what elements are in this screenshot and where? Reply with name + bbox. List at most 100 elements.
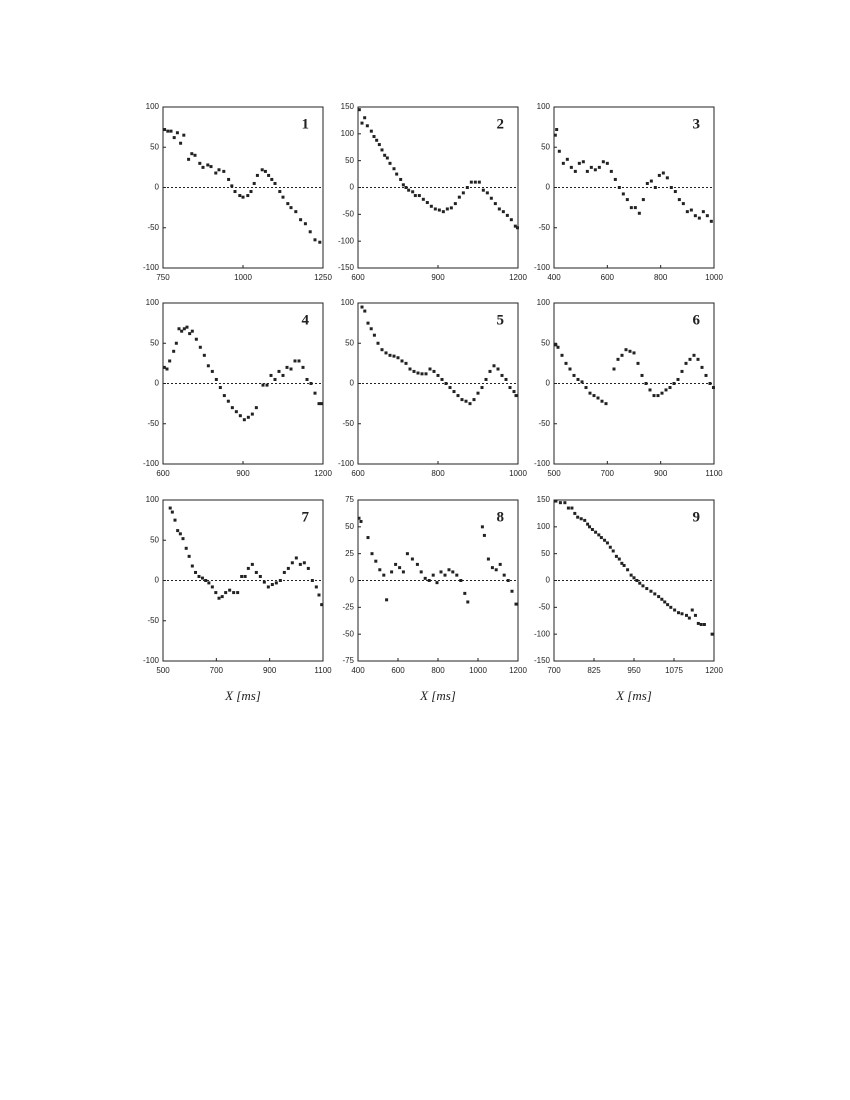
data-point — [217, 168, 221, 172]
y-tick-label: 0 — [546, 379, 551, 388]
data-point — [677, 198, 681, 202]
data-point — [653, 186, 657, 189]
x-tick-label: 1200 — [509, 666, 527, 675]
x-tick-label: 950 — [627, 666, 641, 675]
data-point — [303, 222, 307, 226]
y-tick-label: -100 — [143, 459, 160, 468]
data-point — [360, 121, 364, 125]
data-point — [635, 579, 639, 582]
data-point — [277, 369, 281, 373]
data-point — [398, 566, 402, 570]
x-tick-label: 500 — [156, 666, 170, 675]
data-point — [210, 585, 214, 589]
data-point — [657, 595, 661, 599]
y-tick-label: -150 — [338, 263, 355, 272]
data-point — [246, 566, 250, 570]
data-point — [688, 357, 692, 361]
data-point — [359, 519, 363, 523]
data-point — [644, 382, 648, 385]
data-point — [568, 367, 572, 371]
y-tick-label: 0 — [546, 183, 551, 192]
y-tick-label: -50 — [538, 602, 550, 611]
data-point — [401, 570, 405, 574]
data-point — [616, 357, 620, 361]
x-tick-label: 600 — [351, 469, 365, 478]
data-point — [180, 329, 184, 333]
data-point — [588, 525, 592, 529]
data-point — [660, 597, 664, 601]
data-point — [485, 191, 489, 195]
data-point — [576, 377, 580, 381]
data-point — [281, 373, 285, 377]
data-point — [705, 214, 709, 218]
data-point — [512, 390, 516, 394]
data-point — [396, 356, 400, 360]
data-point — [553, 133, 557, 137]
data-point — [400, 359, 404, 363]
data-point — [190, 152, 194, 156]
data-point — [481, 188, 485, 192]
data-point — [246, 415, 250, 419]
data-point — [309, 382, 313, 385]
data-point — [293, 359, 297, 363]
data-point — [505, 213, 509, 217]
data-point — [298, 562, 302, 566]
data-point — [580, 380, 584, 384]
data-point — [576, 515, 580, 519]
data-point — [554, 343, 558, 347]
y-tick-label: -25 — [342, 602, 354, 611]
data-point — [181, 537, 185, 541]
data-point — [285, 365, 289, 369]
data-point — [702, 623, 706, 627]
data-point — [305, 377, 309, 381]
data-point — [629, 573, 633, 577]
data-point — [294, 556, 298, 560]
data-point — [410, 557, 414, 561]
data-point — [563, 501, 567, 505]
data-point — [240, 574, 244, 578]
x-tick-label: 900 — [236, 469, 250, 478]
x-tick-label: 400 — [351, 666, 365, 675]
y-tick-label: 50 — [345, 522, 354, 531]
data-point — [165, 367, 169, 371]
data-point — [445, 207, 449, 211]
data-point — [612, 367, 616, 371]
data-point — [641, 198, 645, 202]
data-point — [278, 579, 282, 582]
y-tick-label: -100 — [534, 263, 551, 272]
data-point — [242, 418, 246, 422]
data-point — [178, 532, 182, 536]
data-point — [363, 309, 367, 313]
data-point — [653, 592, 657, 596]
data-point — [455, 573, 459, 577]
data-point — [233, 190, 237, 194]
data-point — [214, 377, 218, 381]
data-point — [617, 557, 621, 561]
data-point — [489, 196, 493, 200]
data-point — [206, 364, 210, 368]
panel-label: 2 — [497, 116, 505, 132]
data-point — [502, 573, 506, 577]
data-point — [234, 410, 238, 414]
data-point — [380, 348, 384, 352]
data-point — [306, 566, 310, 570]
data-point — [700, 365, 704, 369]
data-point — [673, 190, 677, 194]
x-tick-label: 600 — [601, 273, 615, 282]
data-point — [188, 332, 192, 336]
data-point — [254, 406, 258, 410]
x-axis-title: X [ms] — [224, 688, 261, 703]
data-point — [427, 579, 431, 582]
data-point — [388, 353, 392, 357]
x-axis-title: X [ms] — [615, 688, 652, 703]
data-point — [270, 177, 274, 181]
data-point — [218, 386, 222, 390]
data-point — [473, 180, 477, 184]
y-tick-label: -150 — [534, 656, 551, 665]
y-tick-label: 0 — [155, 576, 160, 585]
data-point — [408, 367, 412, 371]
y-tick-label: -50 — [342, 419, 354, 428]
data-point — [163, 128, 167, 132]
